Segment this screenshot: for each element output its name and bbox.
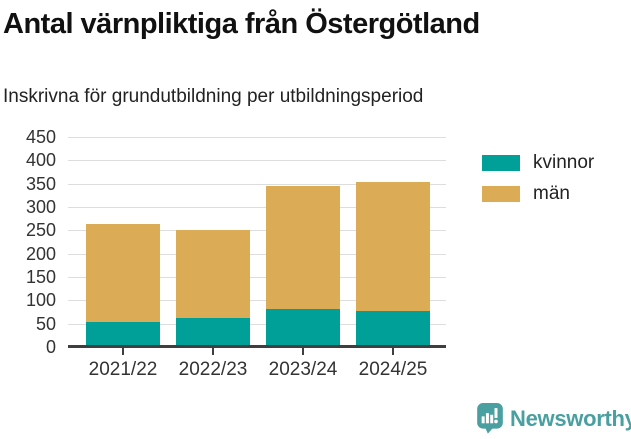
bar-segment-män-2024-25 xyxy=(356,181,430,312)
gridline-100 xyxy=(68,300,446,302)
y-tick-label-300: 300 xyxy=(25,197,56,217)
gridline-150 xyxy=(68,277,446,278)
newsworthy-logo-icon xyxy=(477,403,503,434)
bar-segment-kvinnor-2021-22 xyxy=(86,321,160,347)
x-tick-2023-24 xyxy=(302,348,304,355)
chart-title: Antal värnpliktiga från Östergötland xyxy=(3,8,480,40)
legend-label-män: män xyxy=(533,183,570,204)
gridline-250 xyxy=(68,230,446,232)
y-tick-label-0: 0 xyxy=(45,337,56,357)
bar-segment-män-2023-24 xyxy=(266,186,340,310)
legend-item-män: män xyxy=(482,184,594,204)
bar-segment-män-2021-22 xyxy=(86,224,160,322)
legend-swatch-kvinnor xyxy=(482,155,520,171)
bar-segment-män-2022-23 xyxy=(176,230,250,319)
y-tick-label-200: 200 xyxy=(25,243,56,264)
chart-subtitle: Inskrivna för grundutbildning per utbild… xyxy=(3,86,424,107)
brand-name: Newsworthy xyxy=(510,405,631,431)
x-tick-2021-22 xyxy=(122,348,124,355)
brand: Newsworthy xyxy=(477,403,631,434)
x-axis-line xyxy=(68,345,446,348)
gridline-200 xyxy=(68,253,446,255)
y-tick-label-350: 350 xyxy=(25,173,56,194)
x-tick-2024-25 xyxy=(392,348,394,355)
y-tick-label-150: 150 xyxy=(25,267,56,287)
x-tick-label-2023-24: 2023/24 xyxy=(268,359,338,380)
y-tick-label-250: 250 xyxy=(25,220,56,241)
bar-segment-kvinnor-2024-25 xyxy=(356,311,430,347)
y-tick-label-100: 100 xyxy=(25,290,56,311)
gridline-450 xyxy=(68,137,446,138)
legend-label-kvinnor: kvinnor xyxy=(533,152,595,173)
x-tick-2022-23 xyxy=(212,348,214,355)
bar-segment-kvinnor-2023-24 xyxy=(266,309,340,347)
bar-segment-kvinnor-2022-23 xyxy=(176,318,250,347)
gridline-400 xyxy=(68,160,446,162)
gridline-300 xyxy=(68,207,446,208)
plot-area xyxy=(68,137,446,355)
x-tick-label-2022-23: 2022/23 xyxy=(178,359,248,380)
legend-item-kvinnor: kvinnor xyxy=(482,153,594,173)
legend: kvinnor män xyxy=(482,153,594,204)
y-tick-label-400: 400 xyxy=(25,150,56,171)
x-tick-label-2024-25: 2024/25 xyxy=(358,359,428,380)
gridline-350 xyxy=(68,183,446,185)
x-tick-label-2021-22: 2021/22 xyxy=(88,359,158,380)
gridline-50 xyxy=(68,323,446,325)
y-tick-label-450: 450 xyxy=(25,127,56,147)
legend-swatch-män xyxy=(482,186,520,202)
y-tick-label-50: 50 xyxy=(35,313,56,334)
